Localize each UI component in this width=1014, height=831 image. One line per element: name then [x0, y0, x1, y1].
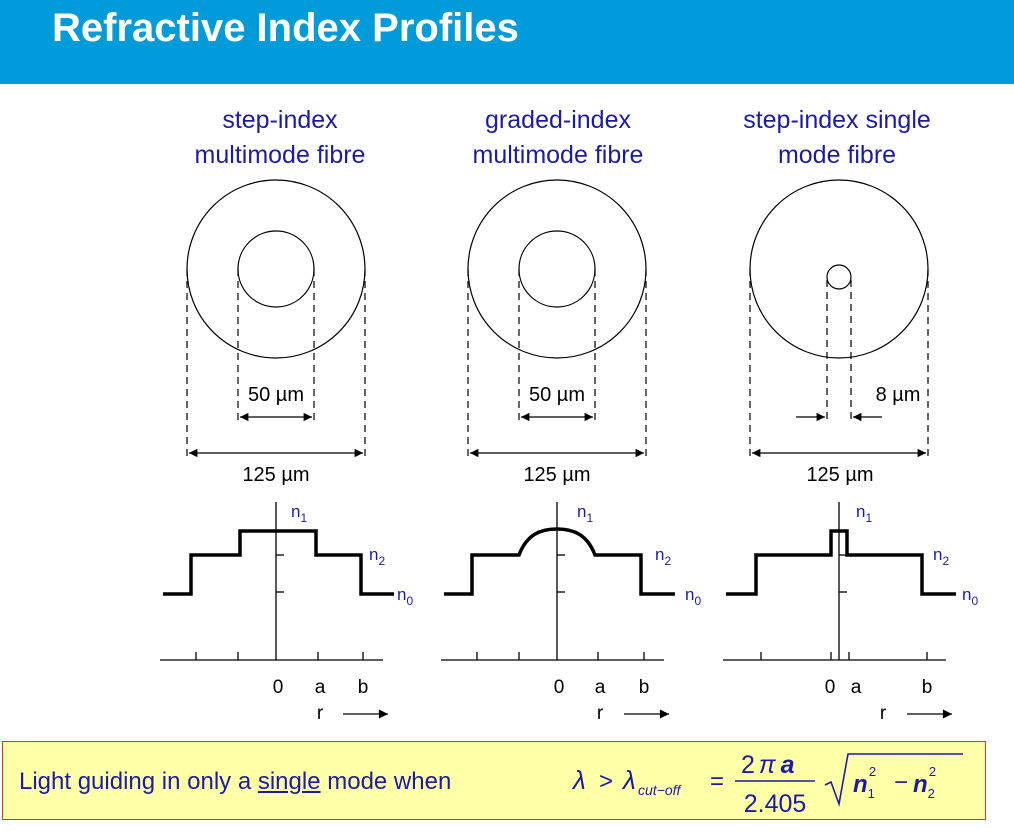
page-title: Refractive Index Profiles — [52, 6, 519, 50]
axis-b-label: b — [922, 677, 933, 698]
minus-symbol: − — [894, 769, 908, 796]
cladding-circle — [749, 179, 929, 359]
condition-text: Light guiding in only a single mode when — [19, 768, 451, 796]
caption-line-1: step-index — [222, 106, 338, 134]
n2-label: n2 — [655, 545, 671, 568]
condition-text-end: mode when — [320, 768, 452, 795]
core-circle — [237, 230, 315, 308]
lambda-cutoff-symbol: λ — [621, 765, 636, 795]
caption-step-index-single-mode: step-index single mode fibre — [707, 103, 967, 173]
fibre-diagram: 50 µm 125 µm n1 n2 n0 0 a b r 50 µm — [160, 179, 978, 724]
caption-line-2: multimode fibre — [472, 141, 644, 169]
core-diameter-label: 8 µm — [876, 384, 921, 406]
index-profile-line — [444, 527, 675, 596]
condition-text-start: Light guiding in only a — [19, 768, 258, 795]
caption-line-1: step-index single — [743, 106, 931, 134]
caption-graded-index-multimode: graded-index multimode fibre — [428, 103, 688, 173]
graded-index-multimode-profile: n1 n2 n0 0 a b r — [441, 502, 701, 724]
axis-r-label: r — [317, 703, 324, 724]
n0-label: n0 — [962, 585, 978, 608]
axis-a-label: a — [315, 677, 326, 698]
index-profile-line — [726, 529, 956, 596]
cladding-diameter-label: 125 µm — [242, 464, 309, 486]
n2-label: n2 — [369, 545, 385, 568]
cladding-diameter-label: 125 µm — [806, 464, 873, 486]
n0-label: n0 — [685, 585, 701, 608]
n1-label: n1 — [856, 502, 872, 525]
step-index-multimode-profile: n1 n2 n0 0 a b r — [160, 502, 413, 724]
core-diameter-label: 50 µm — [529, 384, 585, 406]
core-diameter-label: 50 µm — [248, 384, 304, 406]
axis-a-label: a — [595, 677, 606, 698]
core-circle — [826, 264, 852, 290]
axis-b-label: b — [639, 677, 650, 698]
n2-term: n22 — [913, 764, 936, 801]
cutoff-subscript: cut−off — [638, 782, 683, 798]
axis-b-label: b — [358, 677, 369, 698]
axis-zero-label: 0 — [554, 677, 565, 698]
cladding-diameter-label: 125 µm — [523, 464, 590, 486]
cladding-circle — [467, 179, 647, 359]
axis-r-label: r — [880, 703, 887, 724]
caption-line-2: mode fibre — [777, 141, 897, 169]
n1-label: n1 — [291, 502, 307, 525]
n1-term: n12 — [853, 764, 876, 801]
step-index-single-mode-profile: n1 n2 n0 0 a b r — [723, 502, 978, 724]
caption-line-2: multimode fibre — [194, 141, 366, 169]
single-mode-condition-box: Light guiding in only a single mode when… — [2, 741, 986, 820]
lambda-symbol: λ — [571, 765, 586, 795]
n1-label: n1 — [577, 502, 593, 525]
graded-index-multimode-cross-section: 50 µm 125 µm — [467, 179, 647, 486]
core-circle — [518, 230, 596, 308]
caption-line-1: graded-index — [485, 106, 631, 134]
step-index-single-mode-cross-section: 8 µm 125 µm — [749, 179, 929, 486]
n2-label: n2 — [933, 545, 949, 568]
axis-r-label: r — [597, 703, 604, 724]
axis-zero-label: 0 — [273, 677, 284, 698]
caption-step-index-multimode: step-index multimode fibre — [150, 103, 410, 173]
axis-a-label: a — [851, 677, 862, 698]
square-root-sign — [824, 753, 963, 808]
n0-label: n0 — [397, 585, 413, 608]
index-profile-line — [163, 529, 394, 596]
single-emphasis: single — [257, 768, 321, 795]
cladding-circle — [186, 179, 366, 359]
equals-symbol: = — [710, 768, 724, 795]
greater-than-symbol: > — [599, 768, 613, 795]
axis-zero-label: 0 — [825, 677, 836, 698]
step-index-multimode-cross-section: 50 µm 125 µm — [186, 179, 366, 486]
denominator: 2.405 — [744, 790, 807, 818]
title-bar: Refractive Index Profiles — [0, 0, 1014, 84]
